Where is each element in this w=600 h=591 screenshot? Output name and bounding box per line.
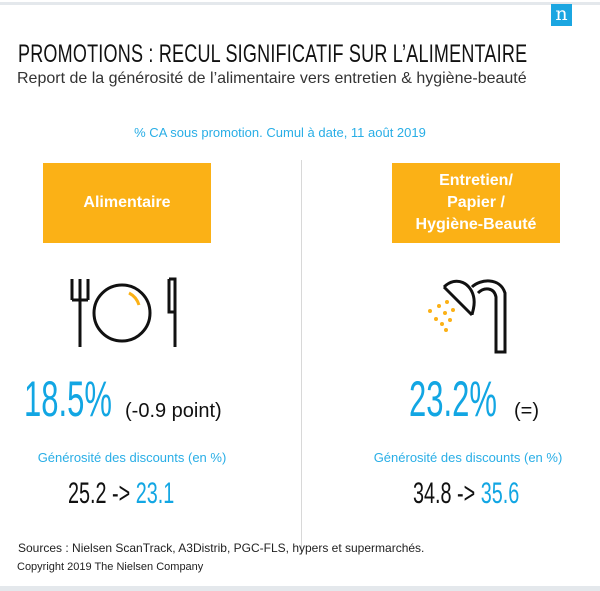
category-label-line: Entretien/ xyxy=(439,172,513,189)
household-promo-share: 23.2% xyxy=(409,371,497,427)
food-share-change: (-0.9 point) xyxy=(125,400,222,422)
category-box-household: Entretien/ Papier / Hygiène-Beauté xyxy=(392,163,560,243)
nielsen-logo: n xyxy=(551,4,572,26)
shower-icon xyxy=(428,279,507,354)
value-to: 23.1 xyxy=(135,477,175,510)
food-promo-share: 18.5% xyxy=(24,371,112,427)
household-share-change: (=) xyxy=(514,400,539,422)
category-label: Alimentaire xyxy=(83,194,171,211)
top-border xyxy=(0,2,600,5)
household-generosity-values: 34.8 -> 35.6 xyxy=(413,479,519,509)
category-label-line: Papier / xyxy=(447,194,505,211)
plate-cutlery-icon xyxy=(70,277,177,347)
sources-note: Sources : Nielsen ScanTrack, A3Distrib, … xyxy=(18,541,425,555)
household-generosity-label: Générosité des discounts (en %) xyxy=(373,450,563,465)
value-from: 25.2 xyxy=(68,477,107,510)
arrow: -> xyxy=(457,477,476,510)
arrow: -> xyxy=(112,477,131,510)
page-title: PROMOTIONS : RECUL SIGNIFICATIF SUR L’AL… xyxy=(18,40,528,68)
category-label-line: Hygiène-Beauté xyxy=(415,216,537,233)
food-generosity-label: Générosité des discounts (en %) xyxy=(37,450,227,465)
page-subtitle: Report de la générosité de l’alimentaire… xyxy=(17,70,527,87)
bottom-border xyxy=(0,586,600,591)
copyright: Copyright 2019 The Nielsen Company xyxy=(17,561,204,573)
measure-note: % CA sous promotion. Cumul à date, 11 ao… xyxy=(134,125,426,140)
food-generosity-values: 25.2 -> 23.1 xyxy=(68,479,174,509)
column-divider xyxy=(301,160,302,555)
value-to: 35.6 xyxy=(480,477,520,510)
category-box-food: Alimentaire xyxy=(43,163,211,243)
value-from: 34.8 xyxy=(413,477,452,510)
